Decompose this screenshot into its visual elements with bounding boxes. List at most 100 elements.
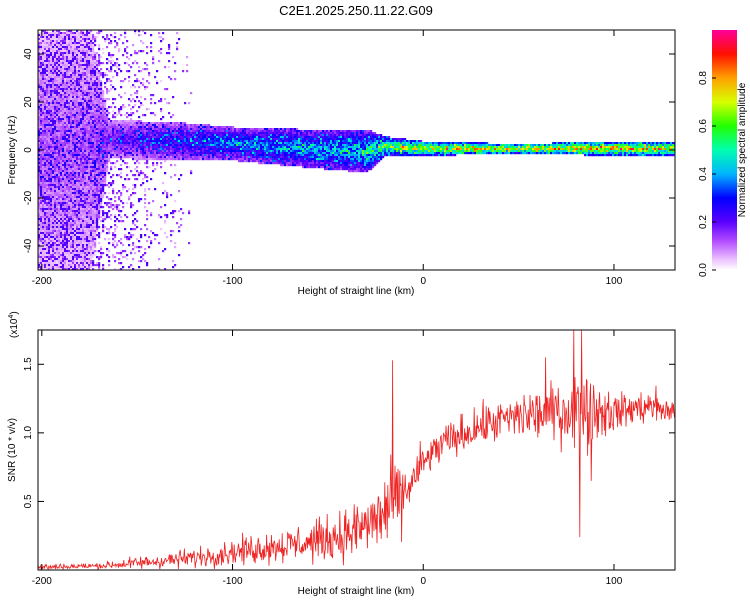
heatmap-cell [114,150,117,153]
heatmap-cell [38,194,41,197]
heatmap-cell [104,172,107,175]
heatmap-cell [136,90,139,93]
heatmap-cell [38,52,41,55]
heatmap-cell [156,140,159,143]
heatmap-cell [38,74,41,77]
heatmap-cell [76,268,79,270]
heatmap-cell [56,172,59,175]
heatmap-cell [90,120,93,123]
heatmap-cell [128,80,131,83]
heatmap-cell [108,42,111,45]
heatmap-cell [42,86,45,89]
heatmap-cell [48,264,51,267]
heatmap-cell [84,72,87,75]
heatmap-cell [68,236,71,239]
heatmap-cell [126,46,129,49]
heatmap-cell [78,92,81,95]
heatmap-cell [100,192,103,195]
heatmap-cell [58,190,61,193]
heatmap-cell [52,42,55,45]
heatmap-cell [150,240,153,243]
heatmap-cell [92,208,95,211]
heatmap-cell [86,258,89,261]
heatmap-cell [102,146,105,149]
heatmap-cell [132,248,135,251]
heatmap-cell [46,50,49,53]
heatmap-cell [44,132,47,135]
heatmap-cell [120,158,123,161]
heatmap-cell [46,120,49,123]
heatmap-cell [92,48,95,51]
heatmap-cell [42,84,45,87]
heatmap-cell [48,172,51,175]
heatmap-cell [44,246,47,249]
heatmap-cell [48,40,51,43]
heatmap-cell [52,64,55,67]
heatmap-cell [166,52,169,55]
heatmap-cell [104,132,107,135]
heatmap-cell [114,106,117,109]
heatmap-cell [82,42,85,45]
heatmap-cell [70,180,73,183]
heatmap-cell [76,60,79,63]
heatmap-cell [66,44,69,47]
heatmap-cell [76,114,79,117]
heatmap-cell [76,192,79,195]
heatmap-cell [116,120,119,123]
heatmap-cell [100,106,103,109]
heatmap-cell [58,40,61,43]
heatmap-cell [128,236,131,239]
heatmap-cell [66,166,69,169]
heatmap-cell [64,250,67,253]
heatmap-cell [78,136,81,139]
heatmap-cell [104,158,107,161]
heatmap-cell [86,240,89,243]
heatmap-cell [98,74,101,77]
heatmap-cell [68,72,71,75]
heatmap-cell [152,122,155,125]
heatmap-cell [150,42,153,45]
heatmap-cell [50,152,53,155]
heatmap-cell [42,172,45,175]
heatmap-cell [58,102,61,105]
heatmap-cell [68,90,71,93]
heatmap-cell [76,50,79,53]
heatmap-cell [68,244,71,247]
heatmap-cell [64,104,67,107]
heatmap-cell [38,130,41,133]
heatmap-cell [128,154,131,157]
heatmap-cell [118,258,121,261]
heatmap-cell [44,196,47,199]
heatmap-cell [86,204,89,207]
heatmap-cell [46,216,49,219]
heatmap-cell [44,200,47,203]
heatmap-cell [84,78,87,81]
heatmap-cell [56,208,59,211]
heatmap-cell [66,72,69,75]
heatmap-cell [42,128,45,131]
heatmap-cell [64,88,67,91]
heatmap-cell [88,138,91,141]
heatmap-cell [122,142,125,145]
heatmap-cell [48,160,51,163]
heatmap-cell [80,156,83,159]
heatmap-cell [82,256,85,259]
heatmap-cell [80,98,83,101]
heatmap-cell [158,126,161,129]
heatmap-cell [62,236,65,239]
heatmap-cell [60,206,63,209]
heatmap-cell [76,258,79,261]
heatmap-cell [94,128,97,131]
heatmap-cell [48,176,51,179]
heatmap-cell [40,148,43,151]
heatmap-cell [68,260,71,263]
heatmap-cell [146,166,149,169]
heatmap-cell [148,136,151,139]
heatmap-cell [50,62,53,65]
heatmap-cell [62,72,65,75]
heatmap-cell [128,146,131,149]
heatmap-cell [92,220,95,223]
heatmap-cell [56,48,59,51]
heatmap-cell [140,154,143,157]
heatmap-cell [46,192,49,195]
